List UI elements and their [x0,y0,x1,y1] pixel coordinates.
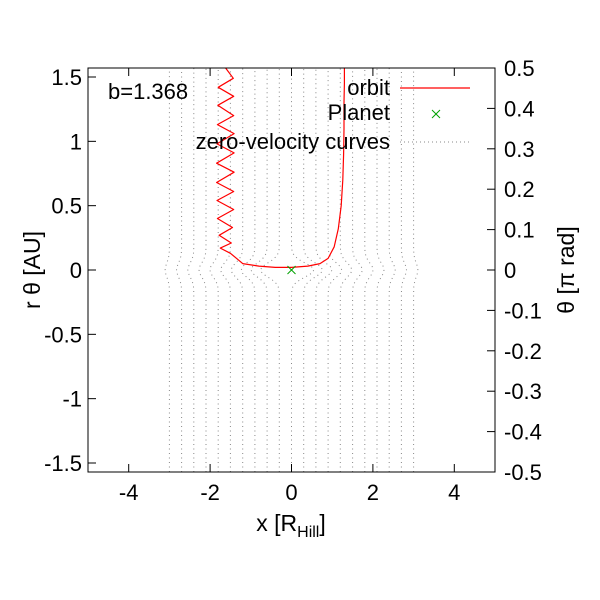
y-tick-label: 0 [70,258,82,283]
legend-label-zero-velocity-curves: zero-velocity curves [196,129,390,154]
zero-velocity-curve [413,68,419,472]
zero-velocity-curve [198,68,207,472]
planet-marker [287,265,296,275]
y-tick-label: 1 [70,129,82,154]
y2-tick-label: -0.2 [504,339,542,364]
legend-label-orbit: orbit [347,75,390,100]
y-tick-label: -1 [62,387,82,412]
y2-tick-label: -0.3 [504,379,542,404]
x-tick-label: -4 [119,480,139,505]
orbit-series [216,68,345,268]
legend-marker-planet [431,109,441,119]
zero-velocity-curve [400,68,408,472]
y2-tick-label: 0 [504,258,516,283]
orbit-line [216,68,345,268]
x-tick-label: 0 [285,480,297,505]
y2-tick-label: -0.5 [504,460,542,485]
zero-velocity-curve [376,68,385,472]
y2-tick-label: 0.1 [504,218,535,243]
zero-velocity-curve [164,68,170,472]
y2-axis-title: θ [π rad] [553,226,579,313]
x-tick-label: -2 [200,480,220,505]
y2-tick-label: 0.5 [504,56,535,81]
y-tick-label: 1.5 [51,65,82,90]
y2-tick-label: 0.2 [504,177,535,202]
annotation-label: b=1.368 [108,79,188,104]
y2-tick-label: -0.1 [504,298,542,323]
zero-velocity-curve [187,68,195,472]
legend: orbit Planet zero-velocity curves [196,75,470,154]
zero-velocity-curve [175,68,183,472]
y2-tick-label: -0.4 [504,420,542,445]
y-tick-label: 0.5 [51,194,82,219]
legend-label-planet: Planet [328,100,390,125]
zero-velocity-curve [388,68,396,472]
x-axis-title: x [RHill] [256,510,326,541]
y2-tick-label: 0.3 [504,137,535,162]
y-axis-title: r θ [AU] [19,231,45,309]
y-tick-label: -1.5 [44,451,82,476]
planet-series [287,265,296,275]
y2-tick-label: 0.4 [504,96,535,121]
x-tick-label: 4 [448,480,460,505]
axis-ticks: -4 -2 0 2 4 -1.5 -1 -0.5 0 0.5 1 1.5 -0.5 -0.4 -0.3 -0.… [44,56,542,505]
y-tick-label: -0.5 [44,322,82,347]
x-tick-label: 2 [367,480,379,505]
zero-velocity-curve [352,68,363,472]
